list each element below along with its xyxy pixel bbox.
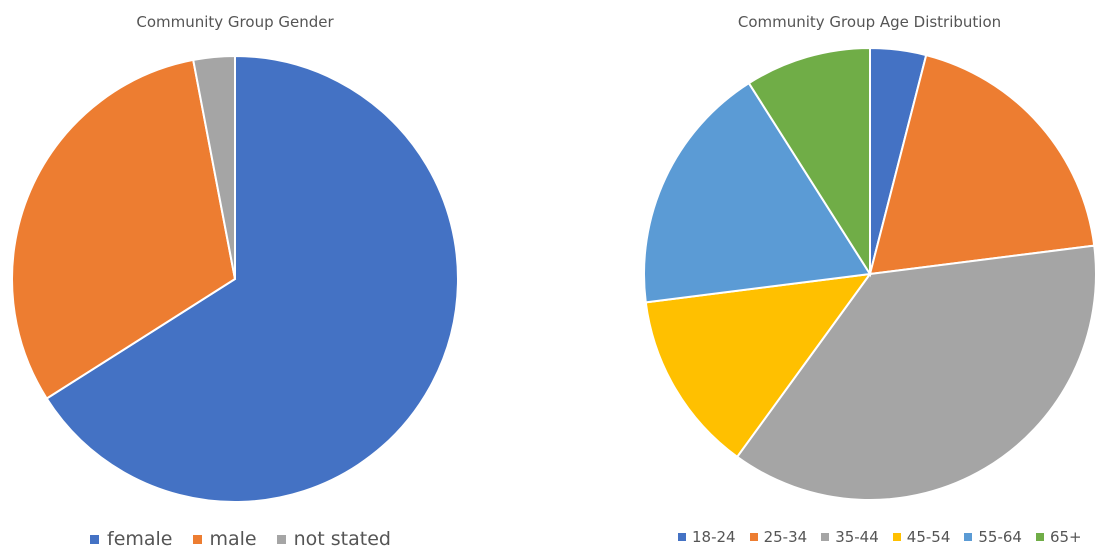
age-slice-55-64 [643, 81, 872, 304]
age-legend-label: 35-44 [835, 528, 879, 546]
age-legend-item-25-34: 25-34 [749, 528, 808, 546]
age-legend-label: 55-64 [978, 528, 1022, 546]
age-legend-label: 25-34 [763, 528, 808, 546]
gender-legend-swatch [90, 534, 99, 544]
gender-legend-item-female: female [90, 528, 173, 550]
gender-legend-item-male: male [192, 528, 257, 550]
age-legend: 18-24 25-34 35-44 45-54 55-64 65+ [678, 528, 1096, 546]
age-chart: Community Group Age Distribution 18-24 25… [626, 0, 1113, 549]
age-legend-swatch [892, 533, 901, 541]
age-chart-title: Community Group Age Distribution [737, 13, 1002, 31]
age-legend-swatch [1035, 533, 1044, 541]
gender-pie [11, 54, 459, 503]
age-slice-65 [747, 46, 871, 278]
gender-legend-label: male [209, 528, 257, 550]
age-slice-25-34 [868, 53, 1096, 276]
gender-legend-label: female [107, 528, 173, 550]
age-legend-item-55-64: 55-64 [964, 528, 1022, 546]
gender-legend-item-not-stated: not stated [276, 528, 391, 550]
gender-legend: female male not stated [90, 528, 411, 550]
age-legend-swatch [749, 533, 758, 541]
age-legend-item-35-44: 35-44 [821, 528, 879, 546]
age-pie [643, 46, 1097, 501]
age-legend-item-45-54: 45-54 [892, 528, 951, 546]
gender-legend-swatch [276, 534, 286, 544]
age-slice-35-44 [735, 244, 1097, 501]
gender-slice-female [45, 54, 459, 503]
gender-slice-not-stated [192, 54, 236, 280]
age-legend-label: 18-24 [692, 528, 736, 546]
gender-legend-label: not stated [293, 528, 391, 550]
age-legend-swatch [821, 533, 830, 541]
gender-legend-swatch [192, 534, 202, 544]
age-legend-item-65: 65+ [1035, 528, 1082, 546]
age-legend-swatch [678, 533, 686, 541]
age-legend-item-18-24: 18-24 [678, 528, 736, 546]
gender-chart: Community Group Gender female male not sta… [0, 0, 470, 550]
gender-slice-male [11, 58, 237, 400]
age-legend-swatch [964, 533, 973, 541]
age-slice-45-54 [644, 272, 873, 459]
gender-chart-title: Community Group Gender [136, 13, 334, 31]
age-legend-label: 45-54 [906, 528, 951, 546]
age-legend-label: 65+ [1049, 528, 1082, 546]
